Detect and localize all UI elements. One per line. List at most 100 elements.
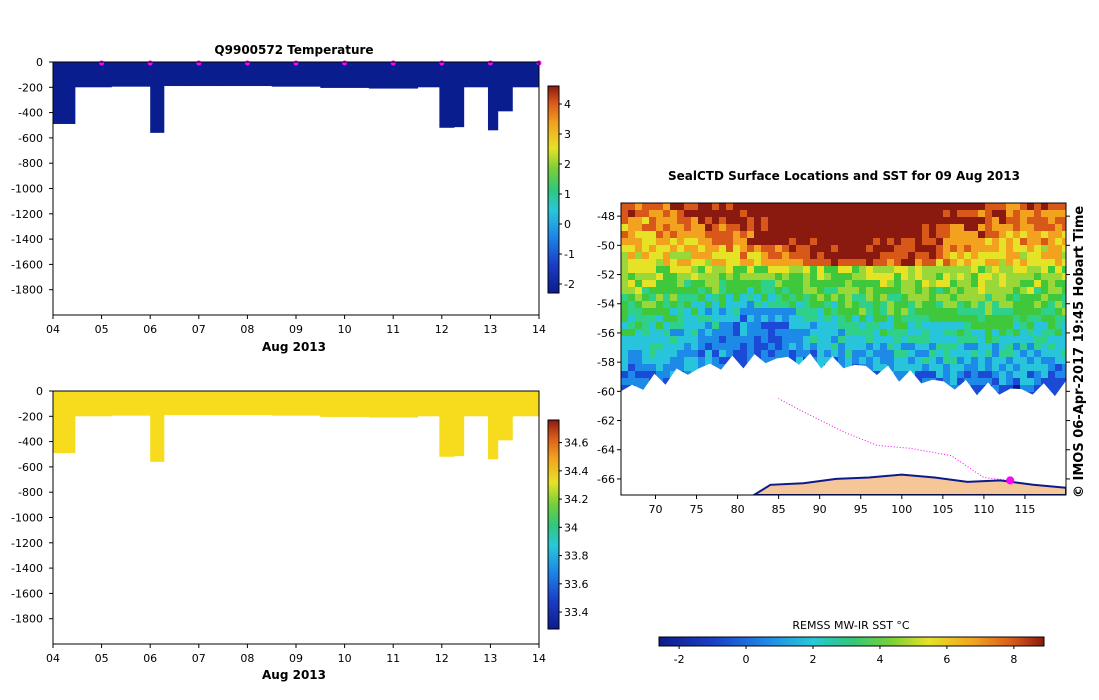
sst-cell [901,266,908,273]
sst-cell [677,203,684,210]
sst-cell [726,273,733,280]
sst-cell [978,259,985,266]
sst-cell [887,266,894,273]
sst-cell [796,266,803,273]
longitude-axis: 70 75 80 85 90 95 100 105 110 115 [648,495,1035,516]
sst-cell [656,287,663,294]
y-tick-label: -600 [18,461,43,474]
sst-cell [845,266,852,273]
sst-cell [1041,203,1048,210]
sst-cell [887,224,894,231]
sst-cell [957,259,964,266]
sst-cell [929,357,936,364]
copyright-label: © IMOS 06-Apr-2017 19:45 Hobart Time [1072,206,1087,498]
sst-cell [628,231,635,238]
sst-cell [726,294,733,301]
sst-cell [866,203,873,210]
sst-cell [943,224,950,231]
sst-cell [775,210,782,217]
sst-cell [670,224,677,231]
sst-cell [656,245,663,252]
sst-cell [936,245,943,252]
sst-cell [894,322,901,329]
sst-cell [1020,294,1027,301]
sst-cell [1034,364,1041,371]
sst-cell [873,287,880,294]
sst-cell [950,385,957,392]
sst-cell [677,238,684,245]
sst-cell [971,329,978,336]
sst-cell [992,266,999,273]
sst-cell [810,217,817,224]
sst-colorbar [658,636,1045,647]
sst-cell [747,280,754,287]
sst-cell [1062,301,1066,308]
sst-cell [929,252,936,259]
sst-cell [698,280,705,287]
sst-cell [691,245,698,252]
sst-cell [922,273,929,280]
sst-cell [761,315,768,322]
sst-cell [873,245,880,252]
sst-cell [768,336,775,343]
sst-cell [957,273,964,280]
sst-cell [908,252,915,259]
sst-cell [985,210,992,217]
sst-cell [691,329,698,336]
sst-cell [684,217,691,224]
sst-cell [796,350,803,357]
sst-cell [894,308,901,315]
sst-cell [628,224,635,231]
lon-tick-label: 95 [854,503,868,516]
sst-cell [705,336,712,343]
sst-cell [642,203,649,210]
sst-cell [712,224,719,231]
sst-cell [1006,371,1013,378]
sst-cell [649,294,656,301]
sst-cell [677,322,684,329]
sst-cell [943,329,950,336]
sst-cell [789,315,796,322]
sst-cell [719,294,726,301]
sst-cell [866,350,873,357]
salinity-colorbar [547,419,560,630]
sst-cell [677,224,684,231]
colorbar-tick-label: 0 [564,218,571,231]
sst-cell [621,301,628,308]
sst-cell [747,238,754,245]
sst-cell [1006,308,1013,315]
sst-cell [747,322,754,329]
sst-cell [810,238,817,245]
sst-cell [733,259,740,266]
profile-bar [163,391,185,416]
sst-cell [733,238,740,245]
sst-cell [1055,371,1062,378]
sst-cell [754,252,761,259]
sst-cell [985,371,992,378]
sst-cell [691,210,698,217]
sst-cell [768,308,775,315]
sst-cell [726,203,733,210]
sst-cell [1041,364,1048,371]
sst-cell [985,224,992,231]
sst-cell [880,224,887,231]
sst-cell [894,224,901,231]
sst-cell [915,266,922,273]
sst-cell [894,287,901,294]
sst-cell [761,350,768,357]
sst-cell [663,245,670,252]
sst-cell [782,252,789,259]
x-tick-label: 04 [46,323,60,336]
sst-cell [1034,280,1041,287]
sst-cell [831,224,838,231]
sst-cell [761,266,768,273]
sst-cell [621,350,628,357]
sst-cell [908,322,915,329]
sst-cell [663,371,670,378]
sst-cell [852,322,859,329]
sst-cell [978,252,985,259]
colorbar-tick-label: 6 [943,653,950,666]
temperature-colorbar [547,85,560,294]
sst-cell [817,357,824,364]
sst-cell [1041,245,1048,252]
